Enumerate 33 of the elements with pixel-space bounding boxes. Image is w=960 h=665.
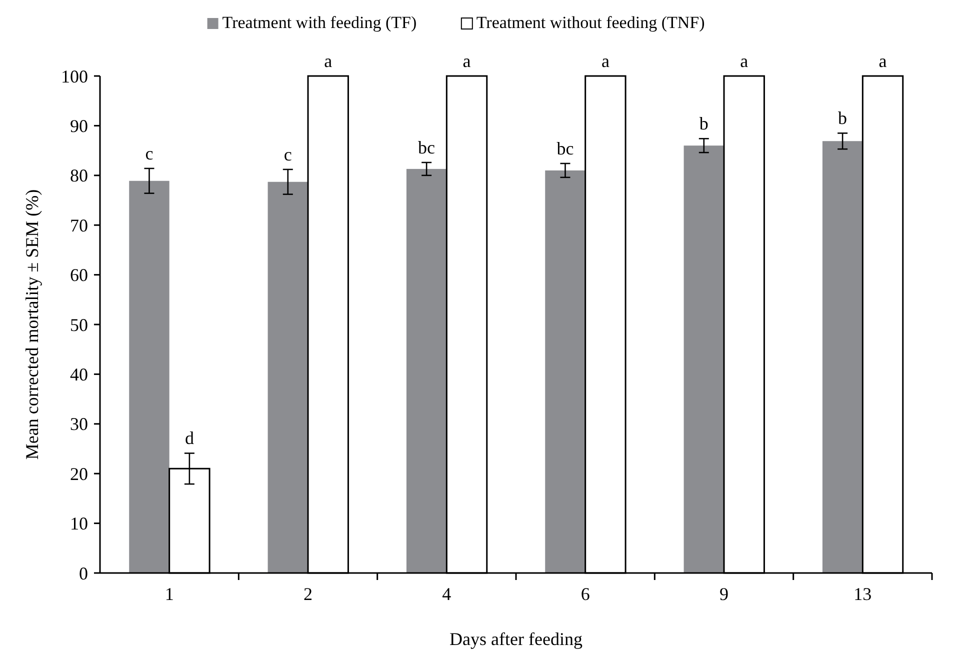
x-tick-label: 13 <box>854 584 872 604</box>
legend-label: Treatment without feeding (TNF) <box>476 13 705 32</box>
y-tick-label: 20 <box>70 464 88 484</box>
data-label: d <box>184 428 194 448</box>
data-label: b <box>838 108 848 128</box>
y-tick-label: 40 <box>70 364 88 384</box>
data-label: b <box>699 114 708 134</box>
data-label: a <box>740 51 748 71</box>
y-tick-label: 60 <box>70 265 88 286</box>
legend-label: Treatment with feeding (TF) <box>222 13 417 32</box>
y-tick-label: 70 <box>70 215 88 236</box>
y-tick-label: 100 <box>61 66 88 86</box>
x-tick-label: 4 <box>442 584 452 604</box>
y-tick-label: 0 <box>79 563 88 584</box>
x-tick-label: 9 <box>720 584 728 604</box>
x-axis-title: Days after feeding <box>450 629 582 649</box>
data-label: a <box>878 51 887 71</box>
y-tick-label: 10 <box>70 514 88 534</box>
y-tick-label: 80 <box>70 166 88 186</box>
y-tick-label: 90 <box>70 116 88 136</box>
x-tick-label: 1 <box>164 584 174 604</box>
data-label: bc <box>418 137 436 158</box>
y-tick-label: 50 <box>70 314 88 335</box>
data-label: a <box>324 51 332 71</box>
data-label: c <box>284 144 292 164</box>
data-label: c <box>145 143 154 164</box>
y-tick-label: 30 <box>70 414 88 434</box>
x-tick-label: 2 <box>304 584 312 604</box>
data-label: a <box>601 51 610 71</box>
x-tick-label: 6 <box>580 584 590 604</box>
data-label: a <box>462 51 471 71</box>
data-label: bc <box>556 138 574 158</box>
y-axis-title: Mean corrected mortality ± SEM (%) <box>22 189 42 460</box>
